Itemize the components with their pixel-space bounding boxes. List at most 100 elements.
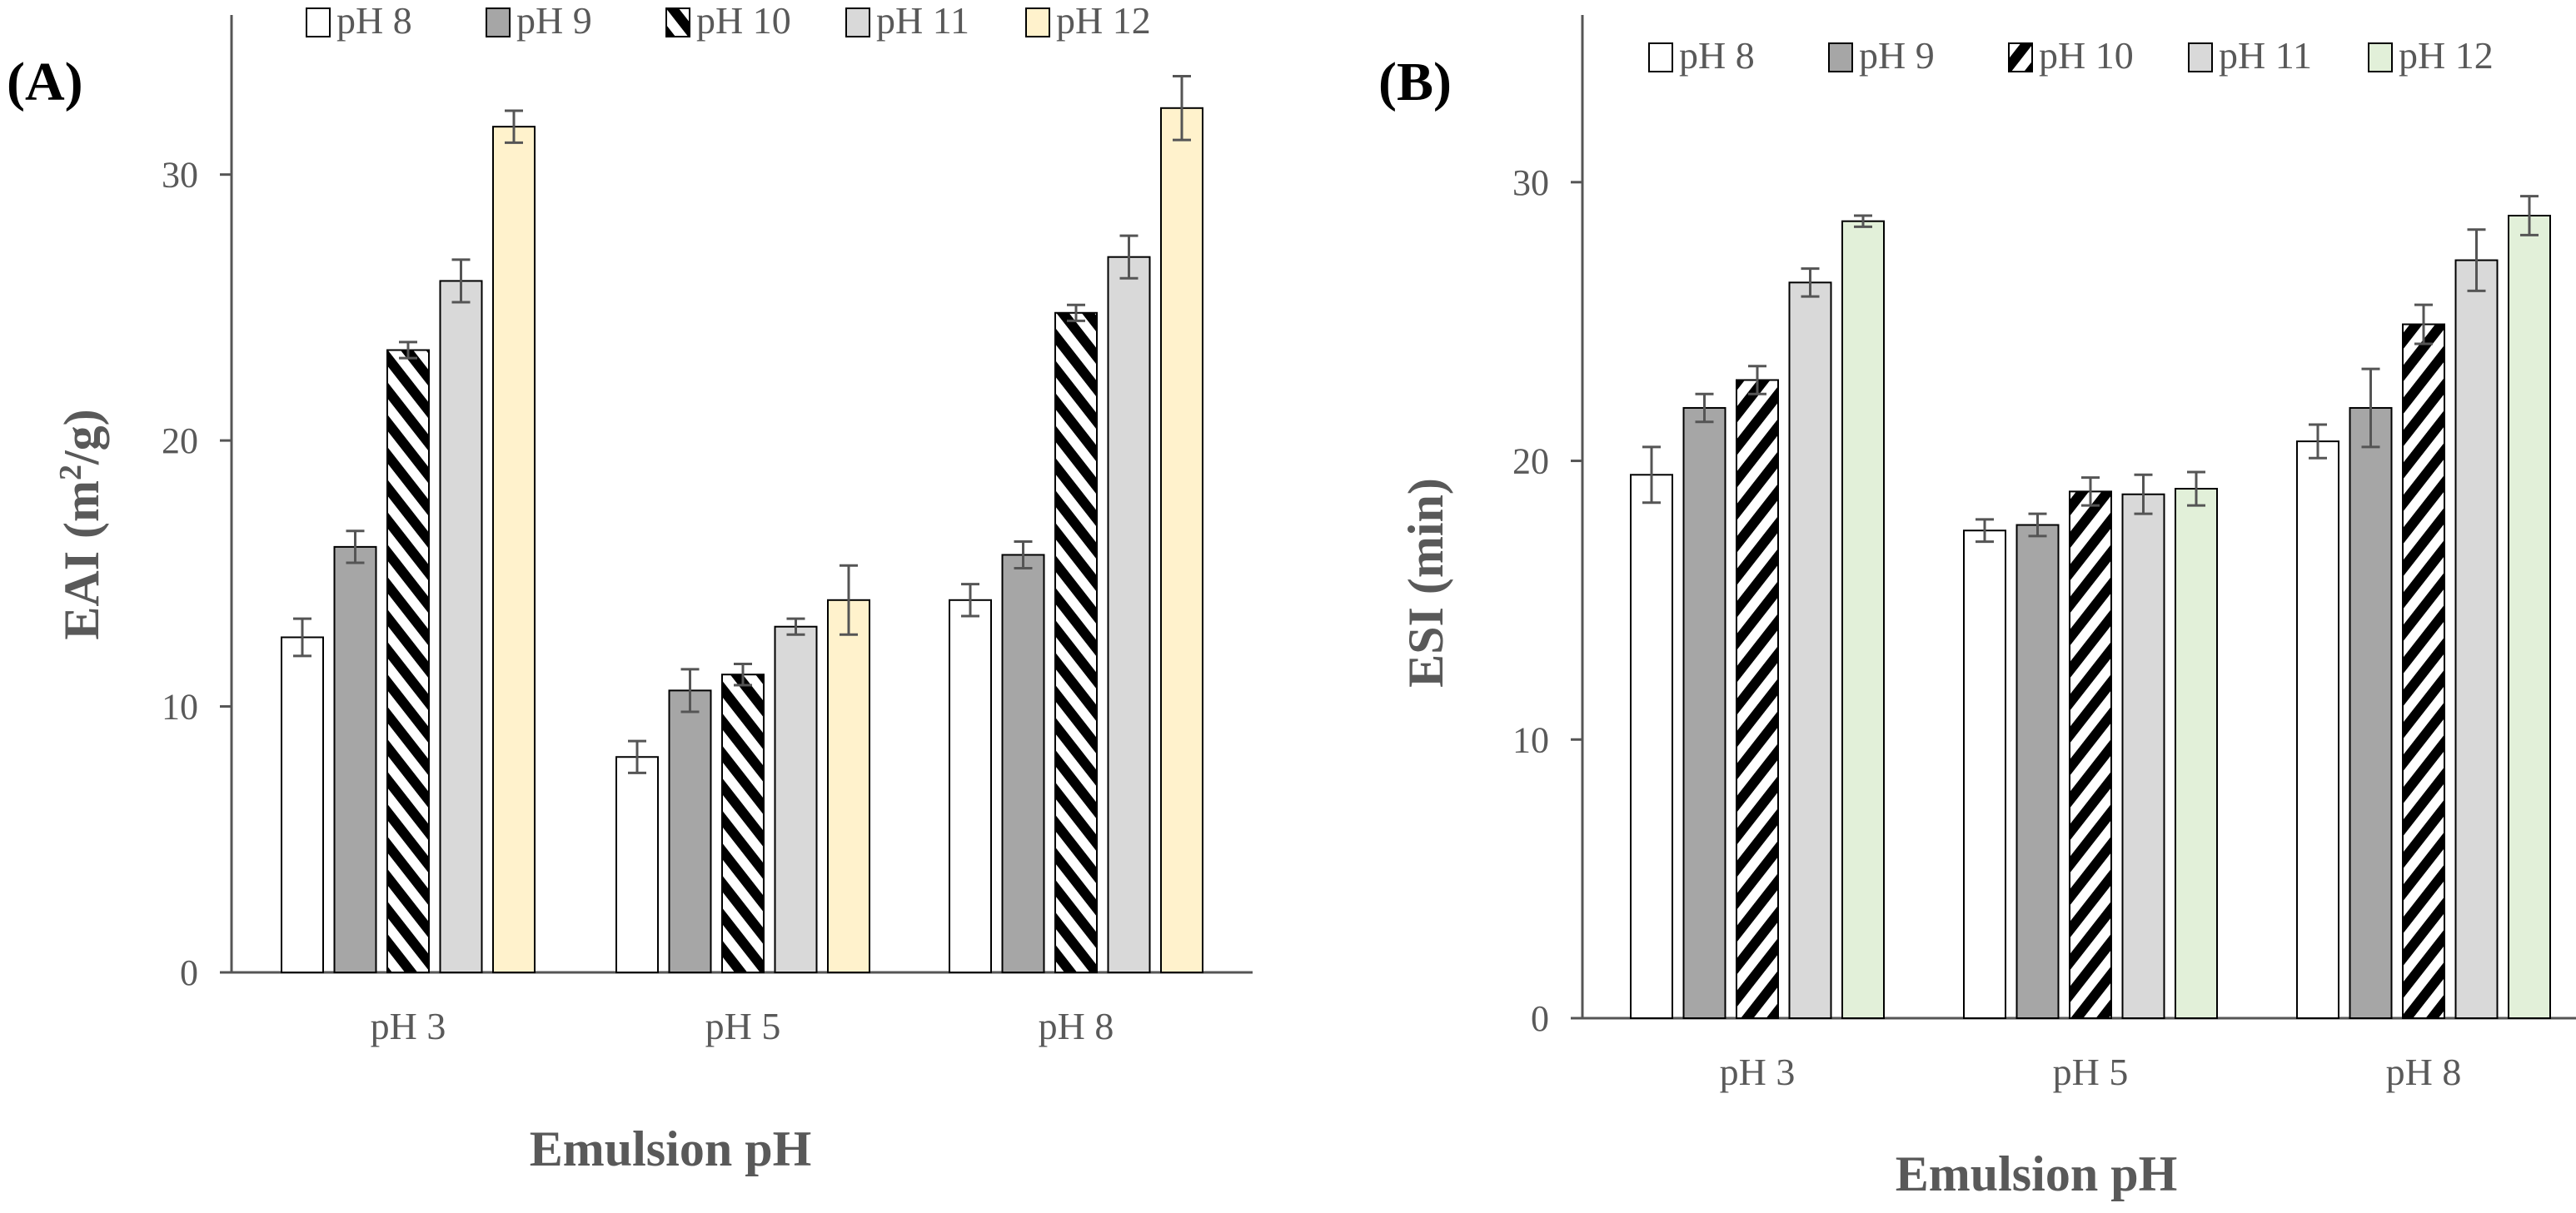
panel-undefined-bar (1107, 256, 1151, 973)
panel-undefined-bar (721, 674, 765, 973)
panel-undefined-bar (1682, 406, 1726, 1020)
panel-undefined-bar (492, 126, 536, 973)
panel-a-xlabel: Emulsion pH (530, 1121, 811, 1176)
panel-undefined-error-bar (1748, 365, 1766, 395)
panel-a-ylabel-end: /g) (54, 409, 109, 465)
panel-undefined-error-bar (1976, 518, 1994, 544)
panel-undefined-legend-swatch (845, 7, 870, 37)
panel-undefined-error-bar (1854, 214, 1872, 228)
panel-undefined-category-label: pH 5 (2053, 1051, 2129, 1093)
panel-undefined-bar (2402, 323, 2445, 1019)
panel-undefined-error-bar (1119, 234, 1139, 280)
panel-undefined-legend-item: pH 11 (845, 0, 969, 42)
panel-undefined-legend-swatch (2188, 42, 2213, 72)
panel-undefined-ytick-label: 30 (162, 155, 198, 196)
panel-undefined-bar (2296, 440, 2339, 1019)
panel-undefined-ytick-label: 20 (1512, 441, 1549, 482)
panel-undefined-bar (2508, 215, 2551, 1019)
panel-undefined-legend-item: pH 8 (1648, 34, 1755, 77)
panel-undefined-legend-label: pH 9 (516, 0, 592, 42)
panel-undefined-category-label: pH 8 (1039, 1005, 1114, 1047)
panel-undefined-legend-label: pH 12 (2399, 34, 2494, 77)
panel-undefined-category-label: pH 5 (705, 1005, 781, 1047)
panel-a-ylabel-sup: 2 (53, 465, 88, 480)
panel-undefined-legend-label: pH 11 (2219, 34, 2312, 77)
panel-undefined-error-bar (2361, 367, 2380, 449)
panel-undefined-error-bar (1642, 445, 1661, 505)
panel-a-label: (A) (7, 52, 83, 112)
panel-undefined-error-bar (734, 662, 752, 687)
panel-undefined-legend-swatch (486, 7, 511, 37)
panel-undefined-bar (774, 625, 818, 973)
panel-undefined-error-bar (2467, 228, 2486, 292)
panel-undefined-legend-swatch (1828, 42, 1853, 72)
panel-undefined-error-bar (293, 617, 311, 658)
panel-undefined-error-bar (2187, 470, 2205, 507)
panel-undefined-legend-item: pH 12 (2368, 34, 2494, 77)
panel-undefined-bar (615, 756, 659, 973)
panel-undefined-error-bar (451, 258, 471, 304)
panel-undefined-error-bar (346, 529, 365, 564)
panel-undefined-error-bar (505, 109, 523, 144)
panel-undefined-ytick-label: 0 (180, 952, 198, 993)
panel-undefined-category-label: pH 8 (2386, 1051, 2462, 1093)
panel-undefined-ytick-label: 20 (162, 420, 198, 461)
panel-undefined-error-bar (628, 739, 646, 774)
panel-undefined-bar (2121, 493, 2165, 1019)
panel-undefined-bar (2069, 490, 2112, 1019)
panel-undefined-legend-swatch (1025, 7, 1050, 37)
panel-a-ylabel: EAI (m2/g) (53, 409, 109, 639)
panel-undefined-bar (1054, 311, 1098, 973)
panel-undefined-legend-swatch (306, 7, 331, 37)
panel-undefined-bar (2015, 524, 2060, 1019)
panel-undefined-legend-label: pH 10 (2039, 34, 2134, 77)
panel-undefined-ytick-label: 10 (1512, 719, 1549, 760)
panel-undefined-legend-item: pH 10 (665, 0, 791, 42)
panel-undefined-legend-item: pH 11 (2188, 34, 2312, 77)
panel-undefined-error-bar (961, 583, 979, 618)
panel-undefined-legend-swatch (1648, 42, 1673, 72)
panel-undefined-bar (281, 636, 324, 973)
panel-undefined-bar (333, 545, 377, 974)
panel-undefined-bar (1160, 107, 1203, 974)
panel-undefined-legend-swatch (2008, 42, 2033, 72)
svg-text:EAI (m2/g): EAI (m2/g) (53, 409, 109, 639)
panel-undefined-error-bar (2520, 195, 2539, 236)
panel-undefined-bar (1788, 281, 1832, 1020)
panel-undefined-bar (1736, 379, 1779, 1020)
panel-undefined-bar (1963, 529, 2006, 1019)
panel-undefined-legend-label: pH 9 (1859, 34, 1935, 77)
panel-b-ylabel: ESI (min) (1398, 478, 1453, 688)
panel-undefined-legend-label: pH 8 (1679, 34, 1755, 77)
panel-undefined-category-label: pH 3 (371, 1005, 446, 1047)
svg-text:ESI (min): ESI (min) (1398, 478, 1453, 688)
panel-undefined-error-bar (2081, 476, 2100, 507)
panel-undefined-legend-label: pH 8 (336, 0, 412, 42)
panel-undefined-legend-item: pH 8 (306, 0, 412, 42)
panel-undefined-error-bar (786, 617, 805, 636)
panel-undefined-legend-item: pH 9 (486, 0, 592, 42)
panel-undefined-error-bar (1801, 267, 1820, 298)
panel-undefined-ytick-label: 10 (162, 687, 198, 728)
panel-undefined-bar (1630, 474, 1673, 1019)
panel-undefined-category-label: pH 3 (1720, 1051, 1796, 1093)
panel-undefined-bar (439, 280, 483, 973)
panel-undefined-error-bar (2309, 423, 2327, 460)
panel-undefined-bar (1001, 554, 1045, 973)
panel-undefined-bar (949, 599, 992, 973)
panel-undefined-bar (2454, 259, 2499, 1019)
panel-b-plot: 0 10 20 30 pH 3 pH 5 pH 8 pH 8 pH 9 pH 10 pH 11 pH … (1512, 15, 2576, 1093)
panel-undefined-error-bar (399, 341, 417, 360)
panel-undefined-ytick-label: 0 (1531, 998, 1549, 1039)
panel-undefined-error-bar (840, 564, 858, 636)
panel-undefined-bar (2175, 488, 2218, 1019)
panel-b-xlabel: Emulsion pH (1896, 1146, 2177, 1201)
panel-undefined-error-bar (2028, 512, 2047, 538)
panel-undefined-legend-item: pH 9 (1828, 34, 1935, 77)
panel-undefined-error-bar (2414, 303, 2433, 346)
panel-undefined-error-bar (1695, 392, 1714, 424)
panel-undefined-ytick-label: 30 (1512, 162, 1549, 203)
panel-undefined-bar (2349, 406, 2393, 1020)
panel-undefined-error-bar (1067, 303, 1085, 322)
